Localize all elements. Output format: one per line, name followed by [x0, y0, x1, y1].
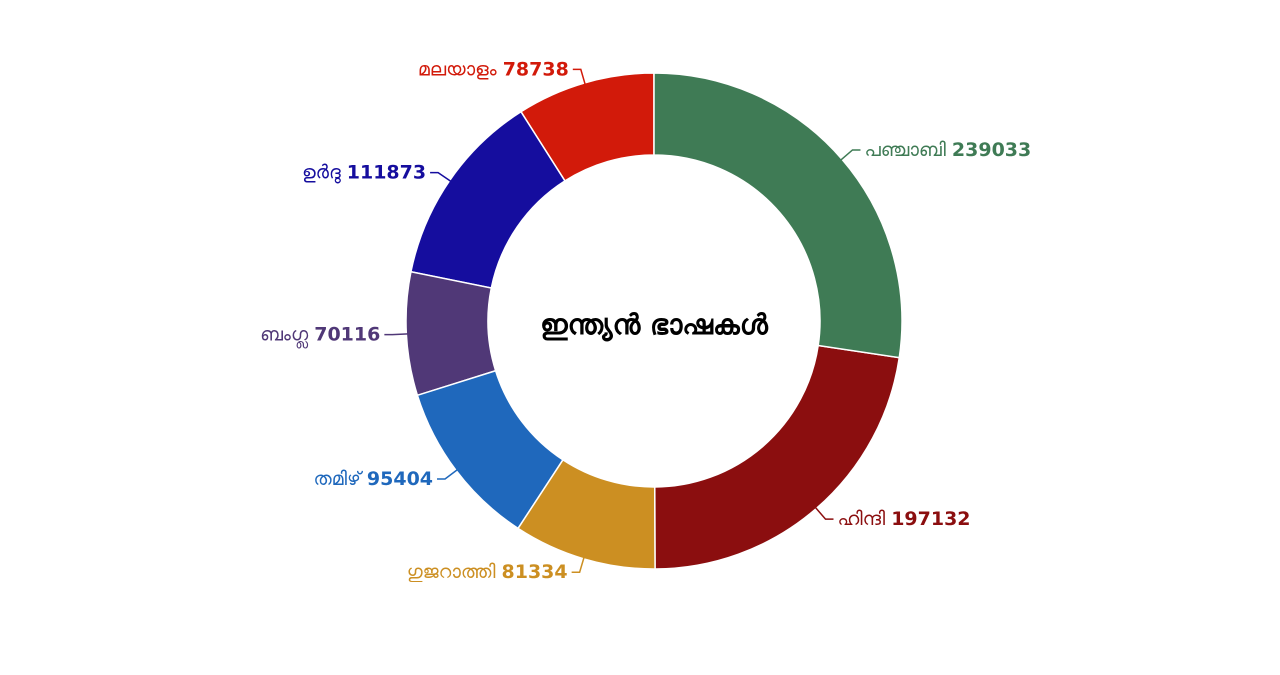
- slice-value: 70116: [314, 323, 380, 345]
- donut-slice: [653, 72, 903, 359]
- donut-slice: [405, 270, 497, 397]
- leader-line: [814, 506, 834, 520]
- slice-name: ഹിന്ദി: [837, 508, 885, 530]
- slice-value: 111873: [347, 161, 426, 183]
- donut-slice: [654, 344, 901, 570]
- leader-line: [571, 556, 585, 573]
- slice-value: 95404: [367, 468, 433, 490]
- donut-slice: [416, 369, 565, 530]
- slice-name: തമിഴ്: [314, 468, 364, 490]
- slice-label: ഹിന്ദി 197132: [837, 508, 970, 530]
- chart-title: ഇന്ത്യൻ ഭാഷകൾ: [540, 308, 769, 342]
- slice-value: 78738: [503, 58, 569, 80]
- slice-value: 239033: [952, 138, 1031, 160]
- leader-line: [384, 333, 409, 336]
- slice-name: ഉർദു: [302, 161, 341, 183]
- leader-line: [430, 171, 452, 183]
- slice-label: പഞ്ചാബി 239033: [864, 138, 1031, 160]
- slice-name: ബംഗ്ല: [260, 323, 309, 348]
- slice-label: ബംഗ്ല 70116: [260, 323, 380, 348]
- slice-name: ഗുജറാത്തി: [407, 561, 496, 583]
- donut-slice: [410, 110, 566, 289]
- slice-name: മലയാളം: [418, 58, 497, 80]
- slice-label: ഉർദു 111873: [302, 161, 426, 183]
- slice-name: പഞ്ചാബി: [864, 138, 945, 160]
- slice-label: ഗുജറാത്തി 81334: [407, 561, 568, 583]
- leader-line: [839, 149, 861, 161]
- slice-value: 81334: [502, 561, 568, 583]
- donut-slice: [516, 458, 656, 570]
- slice-value: 197132: [891, 508, 970, 530]
- slice-label: തമിഴ് 95404: [314, 468, 433, 490]
- leader-line: [572, 68, 586, 86]
- slice-label: മലയാളം 78738: [418, 58, 569, 80]
- leader-line: [437, 468, 459, 480]
